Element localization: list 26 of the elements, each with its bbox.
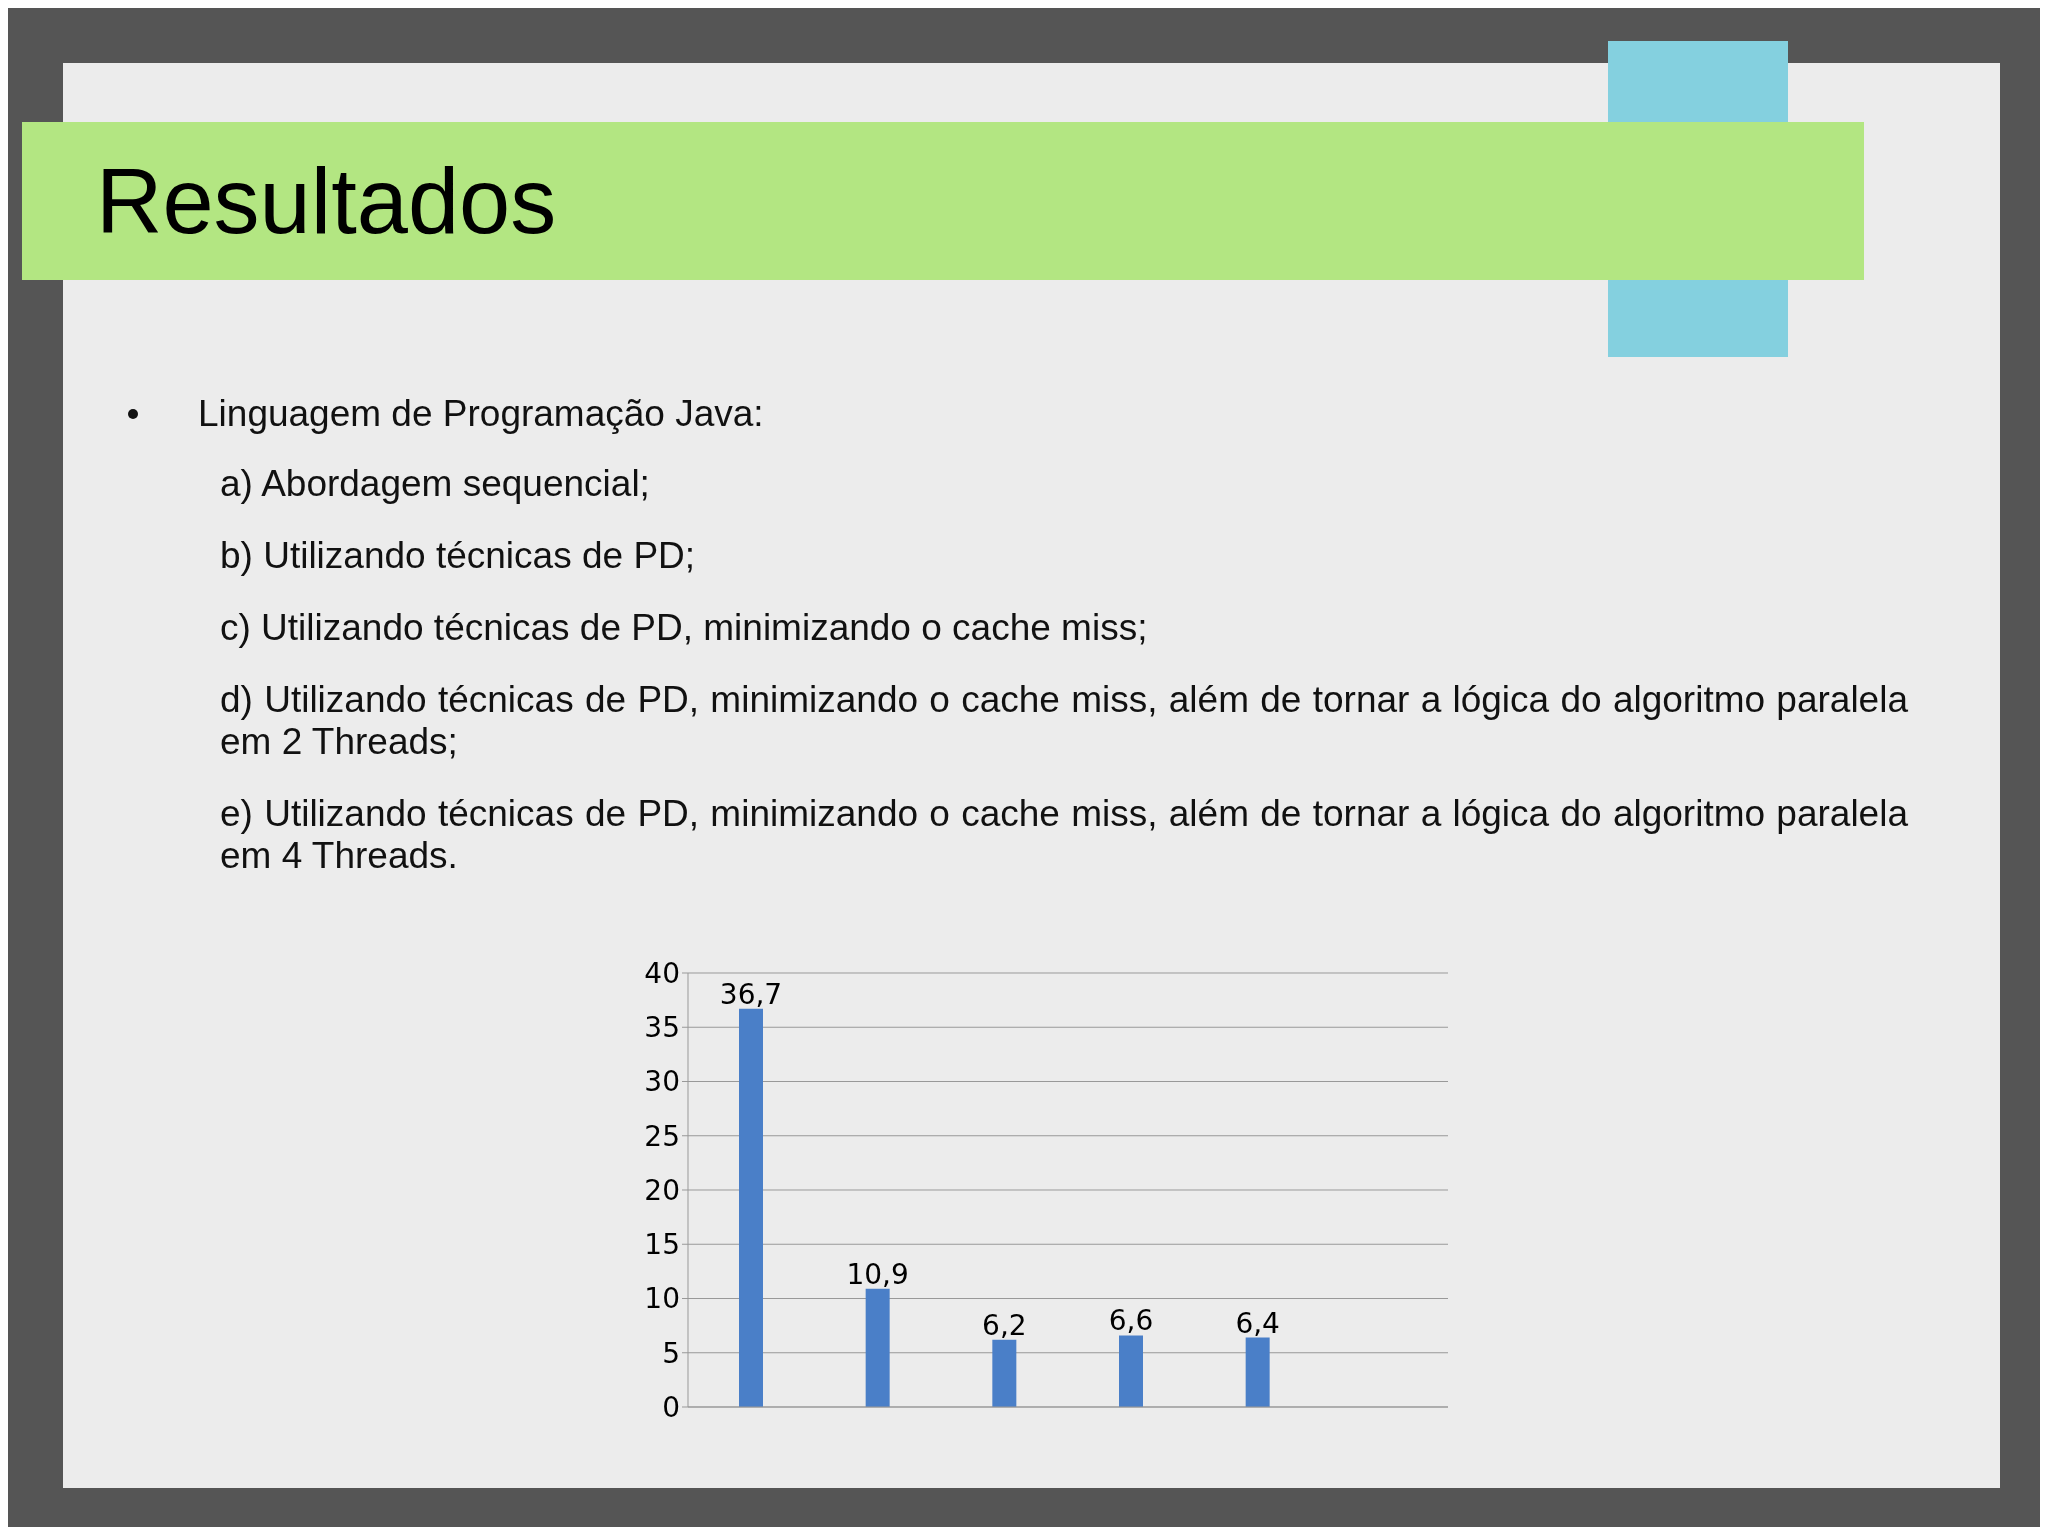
y-tick-label: 10 [644,1282,680,1316]
text: Linguagem de Programação Java: [198,393,764,435]
bar [992,1339,1017,1407]
y-tick-label: 30 [644,1065,680,1099]
data-label: 6,6 [1108,1304,1154,1338]
bar [865,1288,890,1407]
y-tick-label: 5 [662,1336,680,1370]
y-tick-label: 40 [644,956,680,990]
text: d) Utilizando técnicas de PD, minimizando o cache miss, além de tornar a lógica do algoritmo paralela em 2 Threads; [220,679,1908,763]
data-label: 6,2 [982,1308,1027,1342]
data-label: 36,7 [719,977,783,1011]
text: a) Abordagem sequencial; [220,463,651,505]
chart-title: Resultados [96,148,557,254]
y-tick-label: 20 [644,1173,680,1207]
bar [739,1008,763,1407]
data-label: 10,9 [846,1257,909,1291]
bar [1119,1335,1143,1407]
data-label: 6,4 [1235,1306,1280,1340]
y-tick-label: 0 [662,1390,680,1424]
text: c) Utilizando técnicas de PD, minimizando o cache miss; [220,607,1149,649]
y-tick-label: 25 [644,1119,680,1153]
y-tick-label: 15 [644,1228,680,1262]
text: e) Utilizando técnicas de PD, minimizando o cache miss, além de tornar a lógica do algoritmo paralela em 4 Threads. [220,793,1908,877]
y-tick-label: 35 [644,1011,680,1045]
bar [1245,1337,1270,1407]
text: b) Utilizando técnicas de PD; [220,535,697,577]
